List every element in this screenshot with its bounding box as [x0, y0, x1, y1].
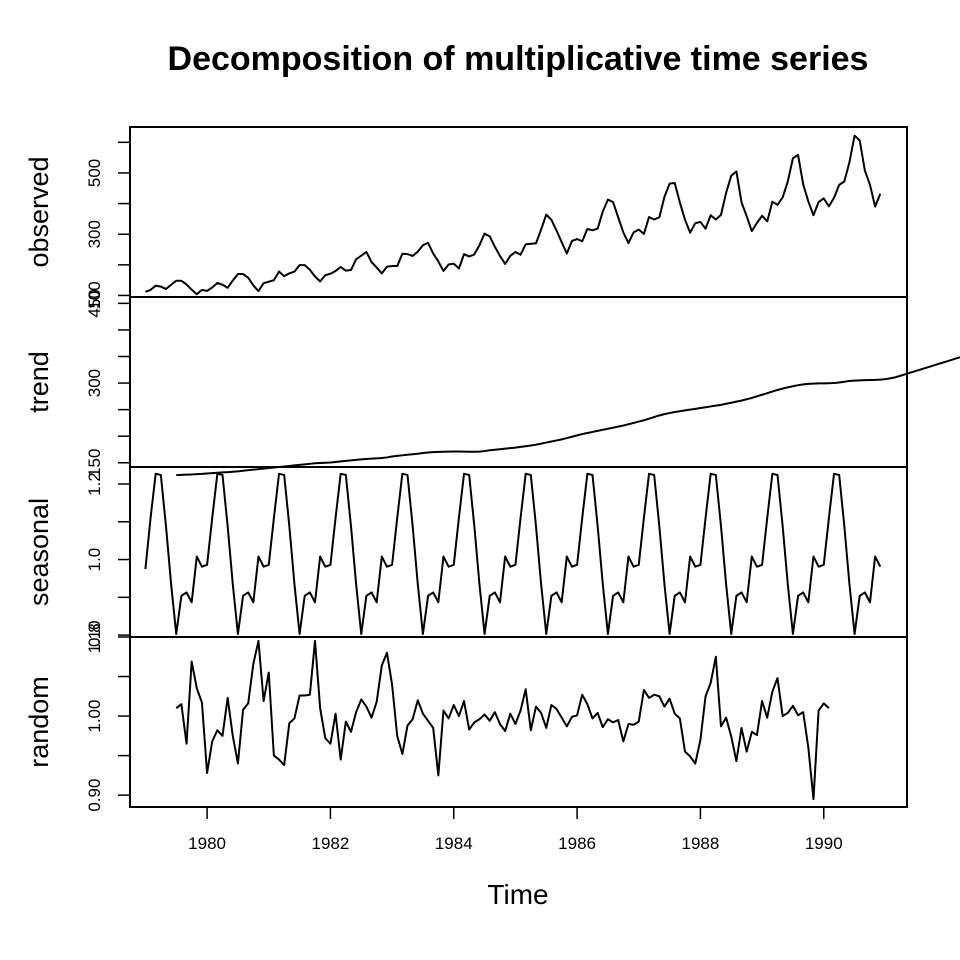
- panel-label-random: random: [24, 676, 54, 768]
- panel-label-observed: observed: [24, 156, 54, 267]
- panel-seasonal: seasonal 0.8 1.0 1.2: [24, 466, 908, 647]
- y-tick-label-random: 1.00: [85, 700, 104, 733]
- series-line-random: [175, 639, 830, 801]
- panel-observed: observed 100 300 500: [24, 126, 908, 310]
- x-tick-label: 1988: [682, 834, 720, 853]
- panel-frame-random: [129, 636, 908, 808]
- x-tick-label: 1982: [312, 834, 350, 853]
- chart-panels: observed 100 300 500 trend 150 300 450 seasonal 0…: [24, 126, 960, 812]
- y-tick-label-observed: 500: [85, 159, 104, 187]
- y-tick-label-random: 1.10: [85, 620, 104, 653]
- y-tick-label-observed: 300: [85, 220, 104, 248]
- x-tick-label: 1990: [805, 834, 843, 853]
- y-tick-label-seasonal: 0.8: [85, 623, 104, 647]
- series-line-seasonal: [144, 472, 882, 635]
- y-tick-label-seasonal: 1.0: [85, 548, 104, 572]
- y-tick-label-trend: 300: [85, 369, 104, 397]
- y-tick-label-trend: 150: [85, 449, 104, 477]
- panel-random: random 0.90 1.00 1.10: [24, 620, 908, 812]
- x-tick-label: 1984: [435, 834, 473, 853]
- panel-trend: trend 150 300 450: [24, 289, 960, 477]
- y-tick-label-random: 0.90: [85, 779, 104, 812]
- panel-label-seasonal: seasonal: [24, 498, 54, 606]
- panel-label-trend: trend: [24, 351, 54, 413]
- x-tick-label: 1980: [188, 834, 226, 853]
- x-axis-label: Time: [487, 879, 548, 910]
- y-tick-label-trend: 450: [85, 289, 104, 317]
- y-tick-label-observed: 100: [85, 281, 104, 309]
- chart-title: Decomposition of multiplicative time ser…: [168, 40, 869, 78]
- y-tick-label-seasonal: 1.2: [85, 472, 104, 496]
- panel-frame-observed: [129, 126, 908, 298]
- x-axis: 1980 1982 1984 1986 1988 1990: [188, 807, 843, 853]
- series-line-observed: [145, 134, 882, 296]
- x-tick-label: 1986: [558, 834, 596, 853]
- panel-frame-trend: [129, 296, 908, 468]
- series-line-trend: [176, 356, 960, 477]
